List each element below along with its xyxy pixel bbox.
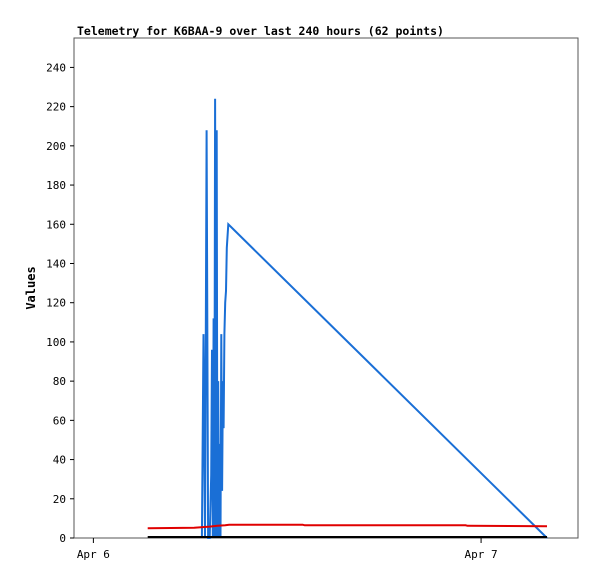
y-tick-label: 0 — [59, 532, 66, 545]
series-layer — [147, 98, 548, 539]
y-axis-ticks: 0 20 40 60 80 100 120 140 160 180 200 220 240 — [46, 61, 74, 545]
y-tick-label: 80 — [53, 375, 66, 388]
y-axis-label: Values — [24, 266, 38, 309]
y-tick-label: 140 — [46, 257, 66, 270]
y-tick-label: 160 — [46, 218, 66, 231]
series-line-1 — [147, 523, 548, 530]
x-tick-label: Apr 7 — [465, 548, 498, 561]
y-tick-label: 120 — [46, 297, 66, 310]
y-tick-label: 40 — [53, 454, 66, 467]
x-tick-label: Apr 6 — [77, 548, 110, 561]
y-tick-label: 20 — [53, 493, 66, 506]
chart-title: Telemetry for K6BAA-9 over last 240 hour… — [77, 24, 444, 38]
x-axis-ticks: Apr 6 Apr 7 — [77, 538, 498, 561]
y-tick-label: 200 — [46, 140, 66, 153]
y-tick-label: 180 — [46, 179, 66, 192]
y-tick-label: 60 — [53, 414, 66, 427]
plot-area — [73, 37, 579, 539]
y-tick-label: 100 — [46, 336, 66, 349]
y-tick-label: 220 — [46, 101, 66, 114]
y-tick-label: 240 — [46, 61, 66, 74]
